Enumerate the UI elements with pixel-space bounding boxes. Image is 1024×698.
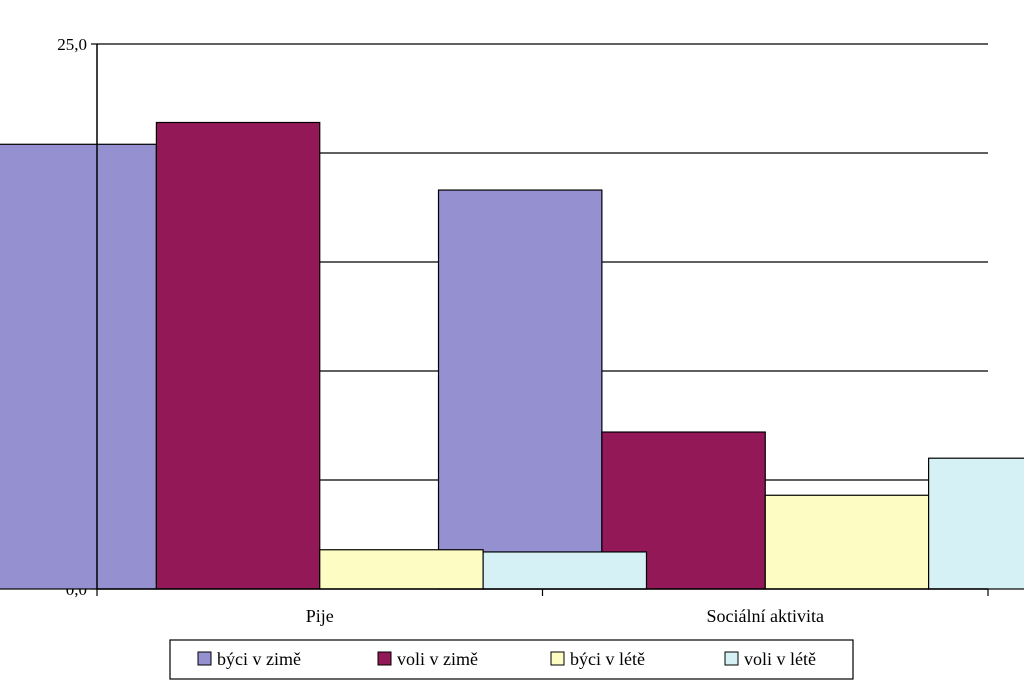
legend: býci v zimě voli v zimě býci v létě voli v … (169, 639, 854, 680)
legend-label: býci v zimě (217, 649, 301, 669)
bars (0, 121, 1024, 590)
legend-label: voli v zimě (397, 649, 478, 669)
bar-4-2 (928, 457, 1024, 590)
legend-swatch (197, 651, 212, 666)
x-axis-ticks: Pije Sociální aktivita (96, 589, 989, 626)
bar-1-1 (0, 143, 157, 590)
bar-2-1 (155, 121, 321, 590)
legend-box (169, 639, 854, 680)
bar-1-2 (437, 189, 603, 590)
bar-3-2 (764, 494, 930, 590)
legend-swatch (550, 651, 565, 666)
category-label: Pije (306, 606, 334, 626)
bar-3-1 (319, 549, 484, 590)
legend-swatch (377, 651, 392, 666)
legend-swatch (724, 651, 739, 666)
category-label: Sociální aktivita (707, 606, 824, 626)
bar-4-1 (482, 551, 648, 590)
legend-label: býci v létě (570, 649, 645, 669)
y-tick-label: 25,0 (57, 35, 87, 54)
legend-label: voli v létě (744, 649, 816, 669)
